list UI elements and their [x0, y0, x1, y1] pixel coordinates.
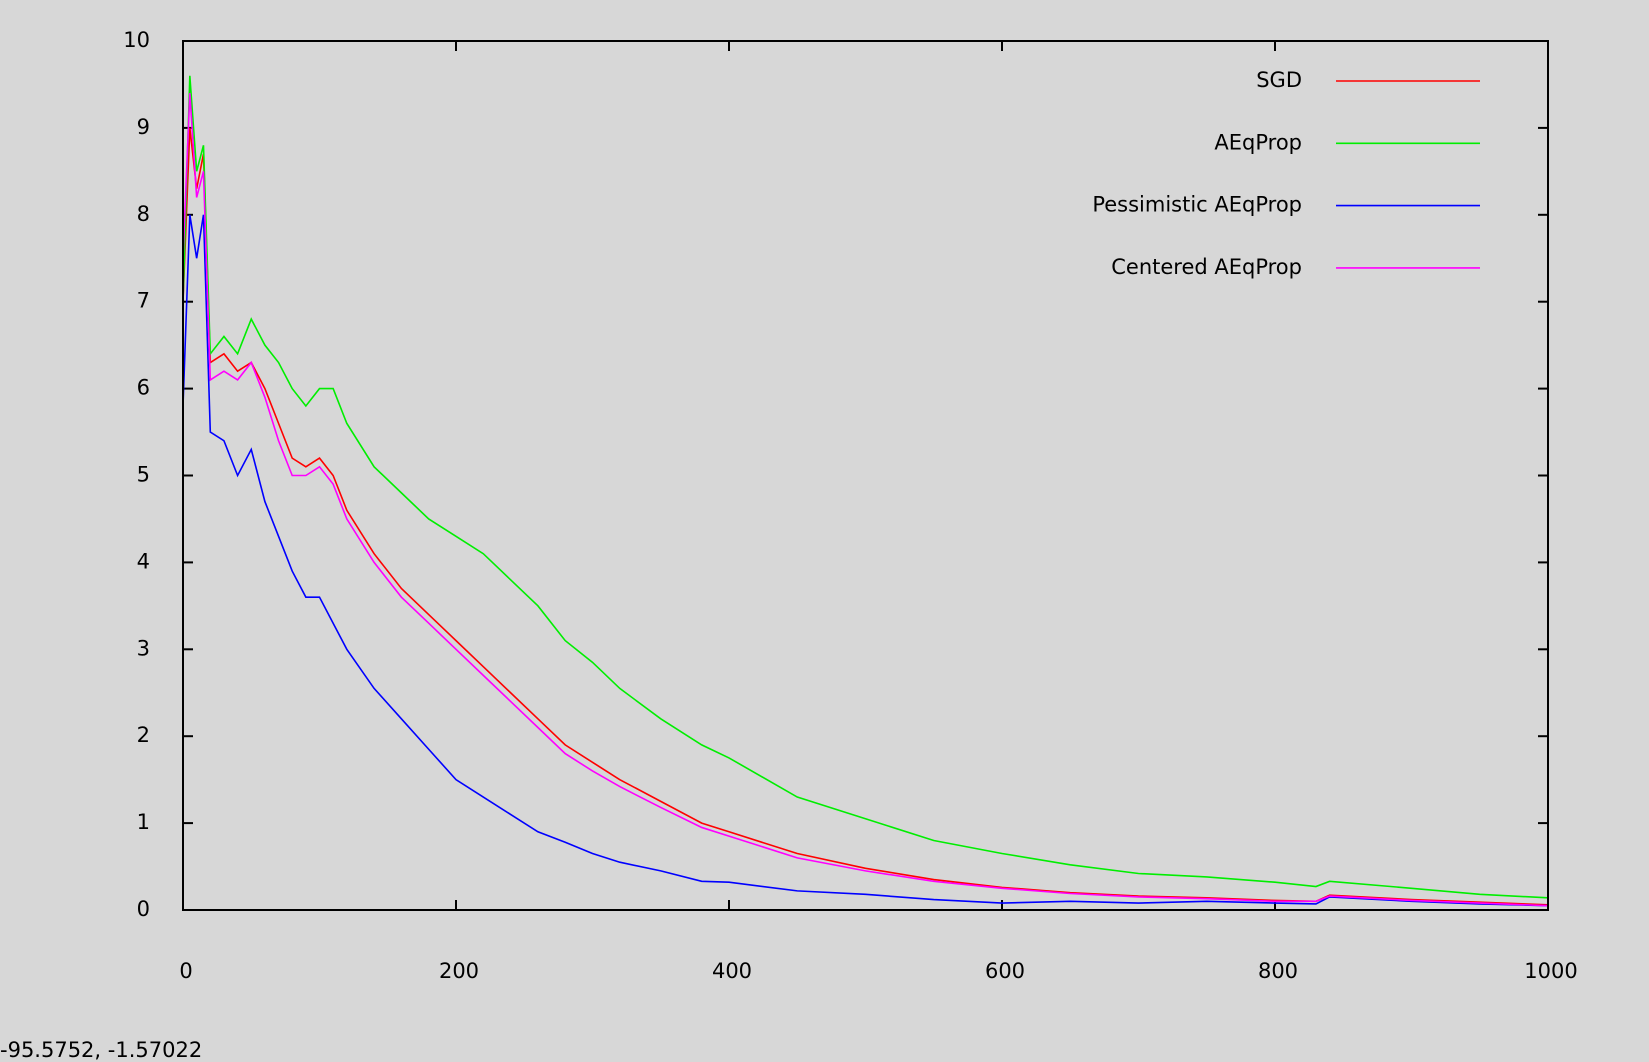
y-tick-label: 8 [137, 202, 150, 226]
y-tick-label: 4 [137, 549, 150, 573]
y-tick-label: 1 [137, 810, 150, 834]
y-tick-label: 3 [137, 636, 150, 660]
legend-label: Pessimistic AEqProp [1092, 193, 1302, 217]
status-text: -95.5752, -1.57022 [0, 1038, 202, 1062]
series-line [182, 93, 1549, 907]
y-tick-label: 0 [137, 897, 150, 921]
plot-frame [182, 40, 1549, 911]
series-line [182, 127, 1549, 906]
legend-label: Centered AEqProp [1111, 255, 1302, 279]
series-line [182, 214, 1549, 907]
y-tick-label: 9 [137, 115, 150, 139]
x-tick-label: 800 [1258, 959, 1298, 983]
legend-label: AEqProp [1214, 130, 1302, 154]
y-tick-label: 10 [123, 28, 150, 52]
legend-label: SGD [1256, 68, 1302, 92]
x-tick-label: 400 [712, 959, 752, 983]
x-tick-label: 200 [439, 959, 479, 983]
y-tick-label: 6 [137, 376, 150, 400]
y-tick-label: 5 [137, 463, 150, 487]
x-tick-label: 0 [179, 959, 192, 983]
y-tick-label: 7 [137, 289, 150, 313]
x-tick-label: 1000 [1524, 959, 1577, 983]
y-tick-label: 2 [137, 723, 150, 747]
series-line [182, 75, 1549, 899]
x-tick-label: 600 [985, 959, 1025, 983]
